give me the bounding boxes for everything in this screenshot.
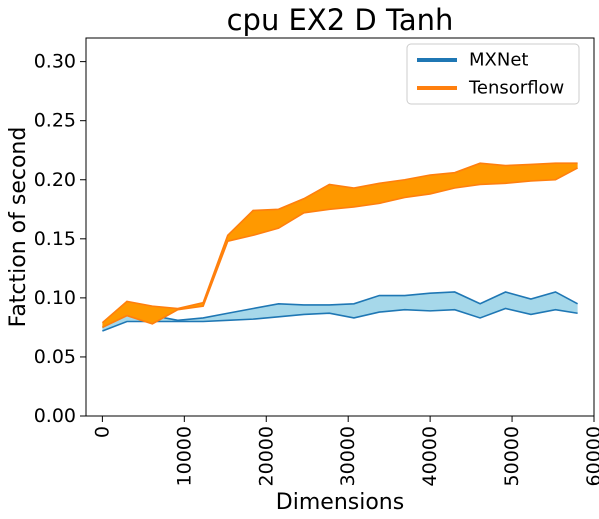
axes-frame [85,37,595,417]
y-tick-label: 0.05 [34,346,76,368]
y-tick-label: 0.10 [34,287,76,309]
y-tick-label: 0.00 [34,405,76,427]
legend-label-1: Tensorflow [468,78,564,99]
x-tick-label: 30000 [337,426,359,486]
series-band-0 [102,291,578,331]
series-upper-line-1 [101,162,578,324]
y-axis-ticks: 0.00 0.05 0.10 0.15 0.20 0.25 0.30 [34,51,86,427]
x-tick-label: 40000 [419,426,441,486]
x-axis-ticks: 0 10000 20000 30000 40000 50000 60000 [91,416,599,486]
x-axis-label: Dimensions [276,490,404,515]
series-lower-line-1 [102,167,578,329]
x-tick-label: 10000 [173,426,195,486]
chart-title: cpu EX2 D Tanh [227,3,454,37]
series-band-1 [102,163,578,328]
y-tick-label: 0.25 [34,110,76,132]
y-tick-label: 0.20 [34,169,76,191]
legend-label-0: MXNet [469,50,528,71]
x-tick-label: 0 [91,426,113,438]
y-tick-label: 0.30 [34,51,76,73]
x-tick-label: 60000 [583,426,599,486]
series-lower-line-0 [102,307,578,332]
y-axis-label: Fatction of second [6,127,31,328]
x-tick-label: 20000 [255,426,277,486]
series-upper-line-0 [101,291,578,329]
legend: MXNet Tensorflow [406,43,580,105]
x-tick-label: 50000 [501,426,523,486]
y-tick-label: 0.15 [34,228,76,250]
plot-area [85,37,595,417]
